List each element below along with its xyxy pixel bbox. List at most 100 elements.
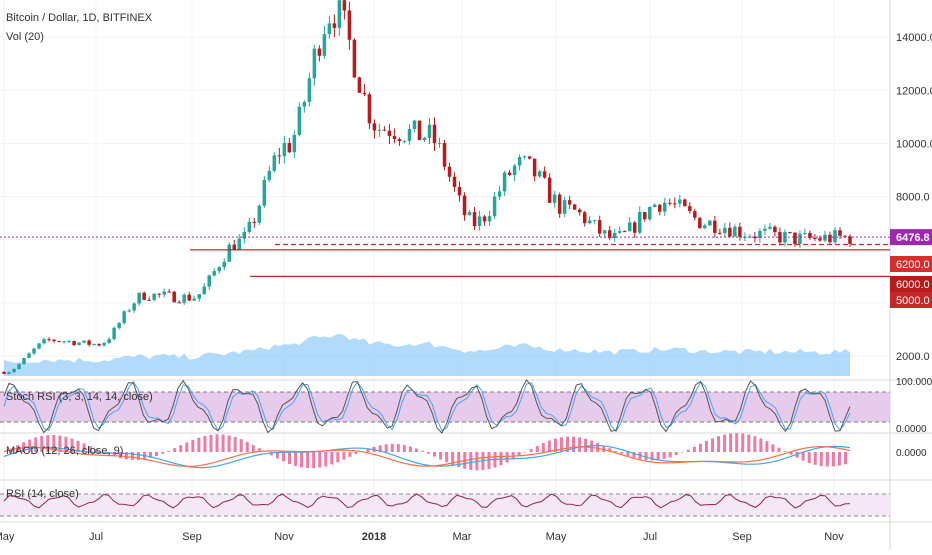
macd-hist-bar-114 <box>693 447 696 452</box>
candle-5 <box>27 353 31 358</box>
candle-116 <box>583 212 587 223</box>
candle-74 <box>373 123 377 130</box>
stoch-rsi-pane[interactable]: Stoch RSI (3, 3, 14, 14, close) <box>0 380 890 433</box>
candle-47 <box>238 239 242 250</box>
candle-146 <box>733 227 737 237</box>
macd-hist-bar-72 <box>439 452 442 460</box>
stoch-axis-bottom: 0.0000 <box>896 424 927 435</box>
time-axis[interactable]: MayJulSepNov2018MarMayJulSepNov <box>0 531 844 543</box>
macd-hist-bar-71 <box>433 452 436 457</box>
price-axis[interactable]: 2000.04000.08000.010000.012000.014000.06… <box>890 32 932 459</box>
macd-hist-bar-129 <box>784 451 787 452</box>
macd-hist-bar-49 <box>300 452 303 467</box>
candle-118 <box>593 220 597 221</box>
macd-hist-bar-134 <box>814 452 817 465</box>
volume-layer <box>4 334 850 376</box>
candle-138 <box>693 211 697 218</box>
macd-hist-bar-31 <box>191 440 194 452</box>
macd-hist-bar-36 <box>222 435 225 452</box>
macd-hist-bar-116 <box>705 441 708 452</box>
candle-143 <box>718 233 722 234</box>
candle-130 <box>653 205 657 207</box>
candle-34 <box>172 292 176 303</box>
candle-62 <box>313 49 317 79</box>
candle-78 <box>393 136 397 139</box>
candle-45 <box>228 245 232 262</box>
macd-hist-bar-111 <box>675 452 678 455</box>
macd-hist-bar-113 <box>687 450 690 452</box>
candle-21 <box>107 339 111 343</box>
macd-axis-zero: 0.0000 <box>896 448 927 459</box>
candle-127 <box>638 212 642 233</box>
time-tick-7: Jul <box>643 531 657 543</box>
macd-hist-bar-69 <box>421 451 424 452</box>
candle-107 <box>538 171 542 176</box>
time-tick-6: May <box>546 531 567 543</box>
stoch-axis-top: 100.0000 <box>896 377 932 388</box>
macd-hist-bar-101 <box>614 451 617 452</box>
candle-147 <box>738 227 742 237</box>
volume-label: Vol (20) <box>6 31 44 43</box>
macd-hist-bar-30 <box>185 442 188 452</box>
candle-165 <box>828 235 832 242</box>
candle-51 <box>258 206 262 223</box>
macd-hist-bar-97 <box>590 441 593 452</box>
candle-19 <box>97 344 101 346</box>
candle-87 <box>438 143 442 144</box>
candle-30 <box>152 294 156 300</box>
candle-163 <box>818 238 822 240</box>
candle-98 <box>493 197 497 217</box>
candle-39 <box>197 294 201 298</box>
macd-hist-bar-41 <box>252 445 255 452</box>
candle-36 <box>182 295 186 303</box>
macd-hist-bar-47 <box>288 452 291 464</box>
time-tick-5: Mar <box>453 531 472 543</box>
candle-71 <box>358 77 362 92</box>
candle-50 <box>253 222 256 223</box>
candle-54 <box>273 155 277 171</box>
time-tick-9: Nov <box>824 531 844 543</box>
macd-hist-bar-136 <box>826 452 829 467</box>
candle-144 <box>723 228 727 233</box>
candle-64 <box>323 34 327 56</box>
macd-hist-bar-29 <box>179 445 182 452</box>
candle-90 <box>453 177 457 187</box>
macd-hist-bar-139 <box>844 452 847 464</box>
macd-hist-bar-35 <box>216 434 219 452</box>
candle-92 <box>463 196 467 216</box>
candle-81 <box>408 129 412 141</box>
candle-18 <box>92 344 96 345</box>
candle-35 <box>177 302 181 303</box>
candle-88 <box>443 143 447 167</box>
level-value-0: 6200.0 <box>896 259 930 271</box>
macd-hist-bar-110 <box>669 452 672 457</box>
candle-91 <box>458 187 462 196</box>
candle-154 <box>773 227 777 232</box>
candle-59 <box>298 107 302 135</box>
price-tick-0: 2000.0 <box>896 351 930 363</box>
candle-95 <box>478 216 482 226</box>
candle-13 <box>67 341 71 342</box>
candle-3 <box>17 364 21 369</box>
candle-44 <box>223 262 227 267</box>
candle-93 <box>468 212 472 215</box>
macd-hist-bar-124 <box>753 436 756 452</box>
candle-140 <box>703 225 707 228</box>
candle-120 <box>603 230 607 233</box>
rsi-pane[interactable]: RSI (14, close) <box>0 488 890 516</box>
macd-hist-bar-83 <box>506 452 509 463</box>
macd-hist-bar-98 <box>596 443 599 452</box>
candle-46 <box>233 245 237 250</box>
macd-hist-bar-50 <box>306 452 309 468</box>
macd-pane[interactable]: MACD (12, 26, close, 9) <box>4 433 850 470</box>
candle-104 <box>523 156 527 157</box>
indicator-label-2: RSI (14, close) <box>6 488 79 500</box>
candle-108 <box>543 171 547 177</box>
candle-7 <box>37 343 41 348</box>
macd-hist-bar-127 <box>771 444 774 452</box>
macd-hist-bar-122 <box>741 433 744 452</box>
macd-hist-bar-90 <box>548 441 551 452</box>
price-tick-5: 14000.0 <box>896 32 932 44</box>
